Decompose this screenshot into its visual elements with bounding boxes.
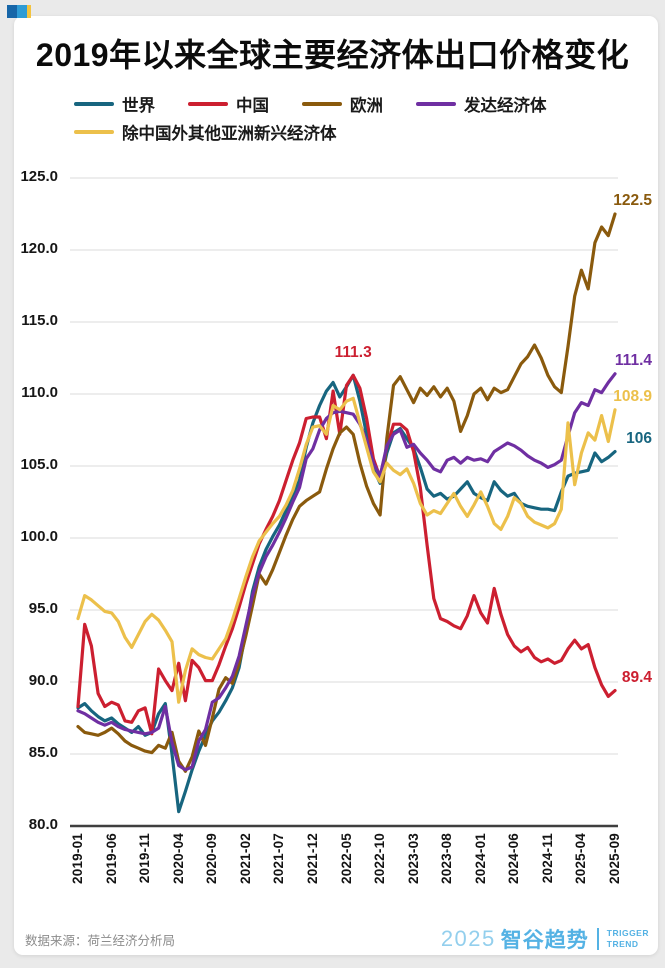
legend-item-欧洲: 欧洲 bbox=[302, 92, 383, 116]
brand-logo: 2025 智谷趋势 TRIGGER TREND bbox=[441, 924, 649, 954]
value-label-111.4: 111.4 bbox=[614, 351, 652, 369]
y-tick-label: 125.0 bbox=[20, 168, 58, 185]
legend-swatch-icon bbox=[188, 102, 228, 106]
brand-english-name: TRIGGER TREND bbox=[607, 928, 649, 949]
legend: 世界 中国 欧洲 发达经济体 除中国外其他亚洲新兴经济体 bbox=[74, 90, 634, 146]
x-tick-label: 2021-02 bbox=[237, 833, 253, 884]
y-tick-label: 90.0 bbox=[28, 672, 58, 689]
value-label-111.3: 111.3 bbox=[334, 344, 372, 362]
value-label-106: 106 bbox=[626, 429, 652, 447]
series-line-发达经济体 bbox=[76, 372, 617, 772]
x-tick-label: 2023-03 bbox=[405, 833, 421, 884]
series-line-中国 bbox=[76, 373, 617, 736]
legend-row-2: 除中国外其他亚洲新兴经济体 bbox=[74, 118, 634, 146]
legend-label: 发达经济体 bbox=[464, 97, 547, 115]
x-tick-label: 2021-07 bbox=[271, 833, 287, 884]
source-note: 数据来源：荷兰经济分析局 bbox=[25, 934, 176, 948]
y-tick-label: 85.0 bbox=[28, 744, 58, 761]
legend-swatch-icon bbox=[74, 130, 114, 134]
legend-label: 欧洲 bbox=[350, 97, 383, 115]
y-tick-label: 115.0 bbox=[21, 312, 58, 329]
x-tick-label: 2022-05 bbox=[338, 833, 354, 884]
y-tick-label: 120.0 bbox=[20, 240, 58, 257]
brand-name: 智谷趋势 bbox=[500, 929, 589, 952]
x-tick-label: 2020-09 bbox=[204, 833, 220, 884]
x-tick-label: 2024-01 bbox=[472, 833, 488, 884]
legend-item-中国: 中国 bbox=[188, 92, 269, 116]
corner-brand-segment-blue-dark bbox=[7, 5, 17, 18]
brand-year: 2025 bbox=[440, 926, 496, 951]
y-tick-label: 105.0 bbox=[20, 456, 58, 473]
chart-title: 2019年以来全球主要经济体出口价格变化 bbox=[35, 37, 630, 73]
legend-swatch-icon bbox=[302, 102, 342, 106]
y-tick-label: 110.0 bbox=[21, 384, 58, 401]
legend-item-世界: 世界 bbox=[74, 92, 155, 116]
brand-en-line1: TRIGGER bbox=[606, 928, 649, 939]
brand-divider bbox=[596, 928, 599, 950]
x-tick-label: 2024-06 bbox=[506, 833, 522, 884]
value-label-108.9: 108.9 bbox=[613, 387, 652, 405]
legend-swatch-icon bbox=[416, 102, 456, 106]
y-tick-label: 80.0 bbox=[28, 816, 58, 833]
x-tick-label: 2021-12 bbox=[304, 833, 320, 884]
legend-item-除中国外其他亚洲新兴经济体: 除中国外其他亚洲新兴经济体 bbox=[74, 120, 337, 144]
value-label-122.5: 122.5 bbox=[613, 192, 652, 209]
series-line-除中国外其他亚洲新兴经济体 bbox=[76, 396, 617, 704]
legend-label: 世界 bbox=[122, 97, 155, 115]
brand-en-line2: TREND bbox=[606, 939, 639, 949]
y-tick-label: 95.0 bbox=[28, 600, 58, 617]
x-tick-label: 2022-10 bbox=[372, 833, 388, 884]
x-tick-label: 2019-11 bbox=[137, 833, 153, 884]
chart-card bbox=[14, 16, 658, 955]
legend-row-1: 世界 中国 欧洲 发达经济体 bbox=[74, 90, 634, 118]
y-tick-label: 100.0 bbox=[20, 528, 58, 545]
x-tick-label: 2023-08 bbox=[439, 833, 455, 884]
corner-brand-icon bbox=[7, 5, 31, 18]
x-tick-label: 2024-11 bbox=[539, 833, 555, 884]
legend-swatch-icon bbox=[74, 102, 114, 106]
x-tick-label: 2025-09 bbox=[607, 833, 622, 884]
corner-brand-segment-yellow bbox=[27, 5, 31, 18]
x-tick-label: 2025-04 bbox=[573, 833, 589, 884]
legend-label: 中国 bbox=[236, 97, 269, 115]
x-tick-label: 2020-04 bbox=[170, 833, 186, 884]
legend-item-发达经济体: 发达经济体 bbox=[416, 92, 547, 116]
legend-label: 除中国外其他亚洲新兴经济体 bbox=[122, 125, 337, 143]
value-label-89.4: 89.4 bbox=[621, 668, 652, 686]
series-line-欧洲 bbox=[76, 212, 617, 773]
corner-brand-segment-blue bbox=[17, 5, 27, 18]
x-tick-label: 2019-01 bbox=[70, 833, 85, 884]
x-tick-label: 2019-06 bbox=[103, 833, 119, 884]
